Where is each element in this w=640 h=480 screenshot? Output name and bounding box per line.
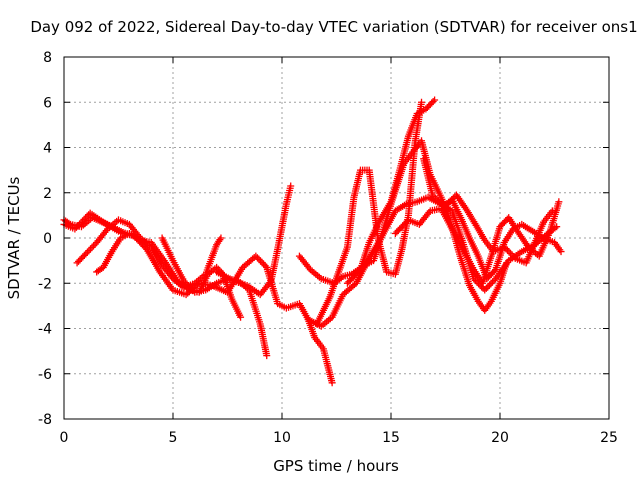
data-point-marker (500, 243, 508, 251)
data-point-marker (485, 281, 493, 289)
data-point-marker (85, 247, 93, 255)
y-tick-label: 0 (43, 231, 52, 247)
data-point-marker (443, 201, 451, 209)
series-track-10 (420, 155, 565, 283)
y-tick-label: 2 (43, 186, 52, 202)
data-point-marker (90, 242, 98, 250)
data-point-marker (260, 260, 268, 268)
data-point-marker (237, 313, 245, 321)
data-point-marker (507, 250, 515, 258)
data-point-marker (185, 282, 193, 290)
data-point-marker (88, 243, 96, 251)
data-point-marker (432, 194, 440, 202)
series-track-5 (213, 182, 295, 299)
data-point-marker (503, 246, 511, 254)
data-point-marker (436, 199, 444, 207)
data-point-marker (508, 251, 516, 259)
data-point-marker (121, 229, 129, 237)
data-point-marker (355, 267, 363, 275)
x-tick-label: 15 (382, 430, 400, 446)
data-point-marker (448, 196, 456, 204)
data-point-marker (489, 278, 497, 286)
data-point-marker (430, 193, 438, 201)
x-tick-label: 25 (600, 430, 618, 446)
data-point-marker (328, 379, 336, 387)
y-tick-label: -4 (38, 322, 52, 338)
data-point-marker (82, 250, 90, 258)
data-point-marker (431, 96, 439, 104)
data-point-marker (257, 257, 265, 265)
data-point-marker (481, 286, 489, 294)
data-point-marker (80, 251, 88, 259)
data-point-marker (482, 284, 490, 292)
data-point-marker (442, 202, 449, 210)
x-tick-label: 20 (491, 430, 509, 446)
x-axis-label: GPS time / hours (273, 457, 399, 475)
data-point-marker (65, 219, 73, 227)
data-point-marker (433, 196, 441, 204)
data-point-marker (470, 275, 478, 283)
data-point-marker (487, 280, 495, 288)
data-point-marker (188, 285, 196, 293)
series-track-13 (60, 214, 129, 237)
y-tick-label: -2 (38, 276, 52, 292)
data-point-marker (435, 197, 443, 205)
data-point-marker (261, 262, 269, 270)
chart-title: Day 092 of 2022, Sidereal Day-to-day VTE… (30, 18, 637, 36)
data-point-marker (258, 259, 266, 267)
data-point-marker (183, 280, 191, 288)
data-point-marker (505, 248, 513, 256)
data-point-marker (86, 245, 94, 253)
data-point-marker (418, 98, 426, 106)
data-point-marker (181, 279, 189, 287)
data-point-marker (252, 252, 260, 260)
x-tick-label: 10 (273, 430, 291, 446)
data-point-marker (502, 245, 510, 253)
data-point-marker (557, 248, 565, 256)
data-point-marker (503, 259, 511, 267)
y-tick-label: 8 (43, 50, 52, 66)
data-point-marker (446, 197, 454, 205)
data-point-marker (555, 198, 563, 206)
data-point-marker (510, 253, 518, 261)
data-point-marker (428, 191, 436, 199)
grid-layer (64, 57, 609, 419)
y-tick-label: -8 (38, 412, 52, 428)
y-tick-label: 6 (43, 95, 52, 111)
points-layer (60, 96, 565, 387)
series-track-12 (442, 191, 556, 267)
data-point-marker (217, 234, 225, 242)
plot-frame (63, 56, 610, 420)
data-point-marker (445, 199, 453, 207)
series-track-7 (304, 315, 336, 387)
data-point-marker (189, 287, 197, 295)
data-point-marker (287, 182, 295, 190)
series-track-9 (343, 96, 439, 287)
data-point-marker (186, 283, 194, 291)
data-point-marker (180, 277, 188, 285)
data-point-marker (548, 207, 556, 215)
data-point-marker (263, 352, 271, 360)
series-track-2 (73, 216, 225, 292)
data-point-marker (484, 283, 492, 291)
y-tick-label: -6 (38, 367, 52, 383)
x-tick-label: 5 (169, 430, 178, 446)
y-axis-label: SDTVAR / TECUs (5, 176, 23, 299)
data-point-marker (255, 255, 263, 263)
y-tick-label: 4 (43, 141, 52, 157)
data-point-marker (429, 97, 437, 105)
x-tick-label: 0 (60, 430, 69, 446)
data-point-marker (83, 248, 91, 256)
data-point-marker (253, 254, 261, 262)
data-point-marker (490, 267, 498, 275)
